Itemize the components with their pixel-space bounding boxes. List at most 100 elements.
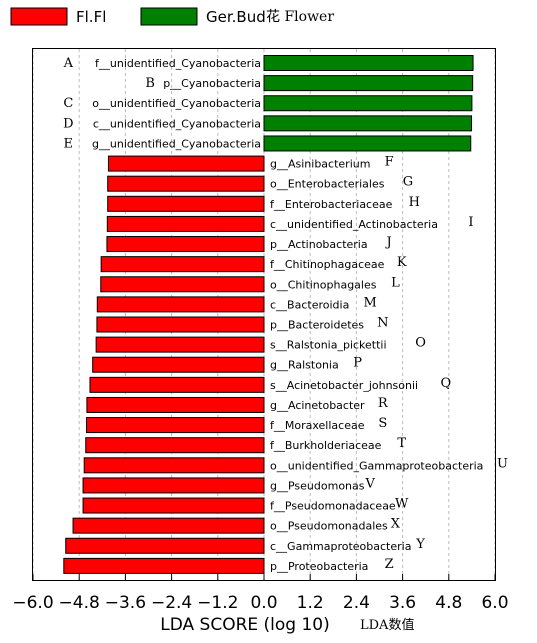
bar-letter: K [397,255,407,270]
bar-label: c__unidentified_Actinobacteria [270,218,438,231]
x-tick-label: −2.4 [151,593,192,613]
legend-label-ger-bud: Ger.Bud [206,8,266,26]
bar-u [83,457,265,474]
bar-label: o__unidentified_Gammaproteobacteria [270,459,483,472]
legend-swatch-ger-bud [140,7,198,26]
bar-label: o__unidentified_Cyanobacteria [92,97,261,110]
bar-label: c__Bacteroidia [270,298,349,311]
legend-label-fl-fl: Fl.Fl [76,8,106,26]
bar-label: g__unidentified_Cyanobacteria [92,137,261,150]
x-axis-title: LDA SCORE (log 10) [160,615,330,635]
x-axis: −6.0 −4.8 −3.6 −2.4 −1.2 0.0 1.2 2.4 3.6 4.8 6.0 [12,574,509,613]
plot-frame [32,48,496,581]
bar-label: f__unidentified_Cyanobacteria [95,57,261,70]
legend: Fl.Fl Ger.Bud 花 Flower [10,7,334,26]
x-tick-label: −1.2 [197,593,238,613]
bar-letter: J [384,235,391,250]
bar-i [106,215,265,232]
x-tick-label: −3.6 [105,593,146,613]
bar-d [263,115,473,132]
bar-letter: Y [415,537,425,552]
bar-letter: V [365,476,376,491]
bar-c [263,95,473,112]
bar-label: c__Gammaproteobacteria [270,540,411,553]
bar-j [106,236,265,253]
bar-letter: C [63,96,73,111]
bar-letter: S [378,416,387,431]
bar-label: s__Ralstonia_pickettii [270,339,387,352]
bar-letter: R [378,396,389,411]
bar-letter: L [391,275,400,290]
bar-letter: P [353,356,362,371]
bar-b [263,75,474,92]
bar-letter: D [63,116,73,131]
bar-letter: I [468,215,473,230]
bar-a [263,55,474,71]
bar-label: g__Asinibacterium [270,158,370,171]
bar-label: p__Proteobacteria [270,560,368,573]
bar-label: g__Pseudomonas [270,479,365,492]
bar-letter: W [395,497,409,512]
bar-label: f__Moraxellaceae [270,419,365,432]
bar-q [89,376,265,393]
bar-v [82,477,265,494]
bar-letter: T [397,436,406,451]
x-tick-label: 2.4 [343,593,370,613]
x-tick-label: 3.6 [389,593,416,613]
bar-label: s__Acinetobacter_johnsonii [270,379,418,392]
x-tick-label: −4.8 [59,593,100,613]
bar-label: f__Chitinophagaceae [270,258,385,271]
bar-letter: N [377,316,388,331]
bar-label: g__Acinetobacter [270,399,365,412]
bar-letter: A [63,56,74,71]
bar-label: c__unidentified_Cyanobacteria [93,117,261,130]
bar-label: f__Pseudomonadaceae [270,500,396,513]
bar-p [92,356,265,373]
x-tick-label: 6.0 [481,593,508,613]
bar-label: o__Chitinophagales [270,278,377,291]
bar-w [82,497,265,514]
bar-letter: E [64,136,74,151]
bar-label: p__Bacteroidetes [270,319,364,332]
bar-k [100,256,265,273]
bar-n [96,316,265,333]
bar-letter: Q [440,376,451,391]
bar-r [86,396,265,413]
bar-letter: B [145,76,155,91]
bar-label: f__Enterobacteriaceae [270,198,393,211]
bar-m [96,296,265,313]
bar-letter: G [403,175,413,190]
bar-letter: M [364,295,377,310]
bar-labels: f__unidentified_Cyanobacteria Ap__Cyanoba… [63,56,508,573]
x-axis-title-note: LDA数值 [360,617,414,633]
bar-f [107,155,265,172]
bars [63,55,474,574]
bar-label: f__Burkholderiaceae [270,439,382,452]
bar-letter: Z [385,557,394,572]
bar-g [107,175,265,192]
bar-label: o__Enterobacteriales [270,178,385,191]
bar-x [72,517,265,534]
bar-t [85,437,265,454]
bar-letter: X [391,517,401,532]
x-tick-label: 1.2 [297,593,324,613]
bar-label: p__Actinobacteria [270,238,368,251]
bar-label: o__Pseudomonadales [270,520,388,533]
bar-letter: H [409,195,420,210]
bar-letter: O [415,336,426,351]
bar-label: g__Ralstonia [270,359,339,372]
bar-z [63,557,265,574]
x-tick-label: 4.8 [435,593,462,613]
bar-y [65,537,265,554]
bar-l [100,276,265,293]
bar-h [107,195,265,212]
x-tick-label: 0.0 [250,593,277,613]
bar-e [263,135,472,152]
x-tick-label: −6.0 [12,593,53,613]
bar-s [86,417,265,434]
legend-swatch-fl-fl [10,7,68,26]
legend-note: 花 Flower [266,9,334,25]
bar-letter: U [497,456,508,471]
bar-label: p__Cyanobacteria [163,77,261,90]
